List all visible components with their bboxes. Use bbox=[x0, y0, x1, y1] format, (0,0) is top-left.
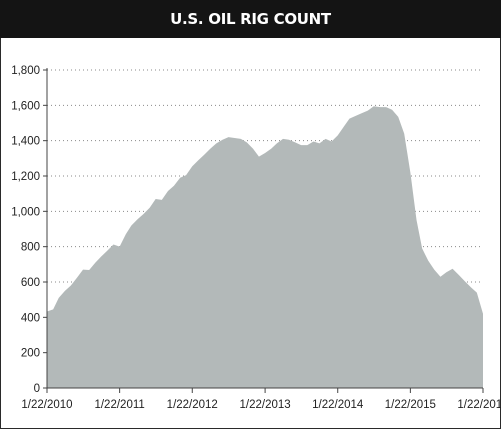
y-tick-label: 1,000 bbox=[11, 206, 40, 218]
y-tick-label: 1,400 bbox=[11, 136, 40, 148]
x-tick-label: 1/22/2012 bbox=[167, 399, 218, 411]
x-tick-label: 1/22/2014 bbox=[312, 399, 364, 411]
y-axis-tick-labels: 0 200 400 600 800 1,000 1,200 1,400 1,600 1,800 bbox=[11, 65, 47, 395]
x-tick-label: 1/22/2015 bbox=[385, 399, 436, 411]
chart-title: U.S. OIL RIG COUNT bbox=[170, 10, 331, 28]
y-tick-label: 400 bbox=[21, 312, 40, 324]
y-tick-label: 1,800 bbox=[11, 65, 40, 77]
x-tick-label: 1/22/2010 bbox=[21, 399, 72, 411]
rig-count-area bbox=[47, 106, 483, 388]
y-tick-label: 600 bbox=[21, 277, 40, 289]
x-tick-label: 1/22/2016 bbox=[457, 399, 501, 411]
y-tick-label: 0 bbox=[34, 383, 40, 395]
x-axis-tick-labels: 1/22/2010 1/22/2011 1/22/2012 1/22/2013 1/22… bbox=[21, 388, 501, 411]
y-tick-label: 1,600 bbox=[11, 100, 40, 112]
y-tick-label: 1,200 bbox=[11, 171, 40, 183]
y-tick-label: 800 bbox=[21, 242, 40, 254]
y-tick-label: 200 bbox=[21, 348, 40, 360]
chart-title-bar: U.S. OIL RIG COUNT bbox=[0, 0, 501, 38]
x-tick-label: 1/22/2011 bbox=[94, 399, 144, 411]
x-tick-label: 1/22/2013 bbox=[240, 399, 291, 411]
